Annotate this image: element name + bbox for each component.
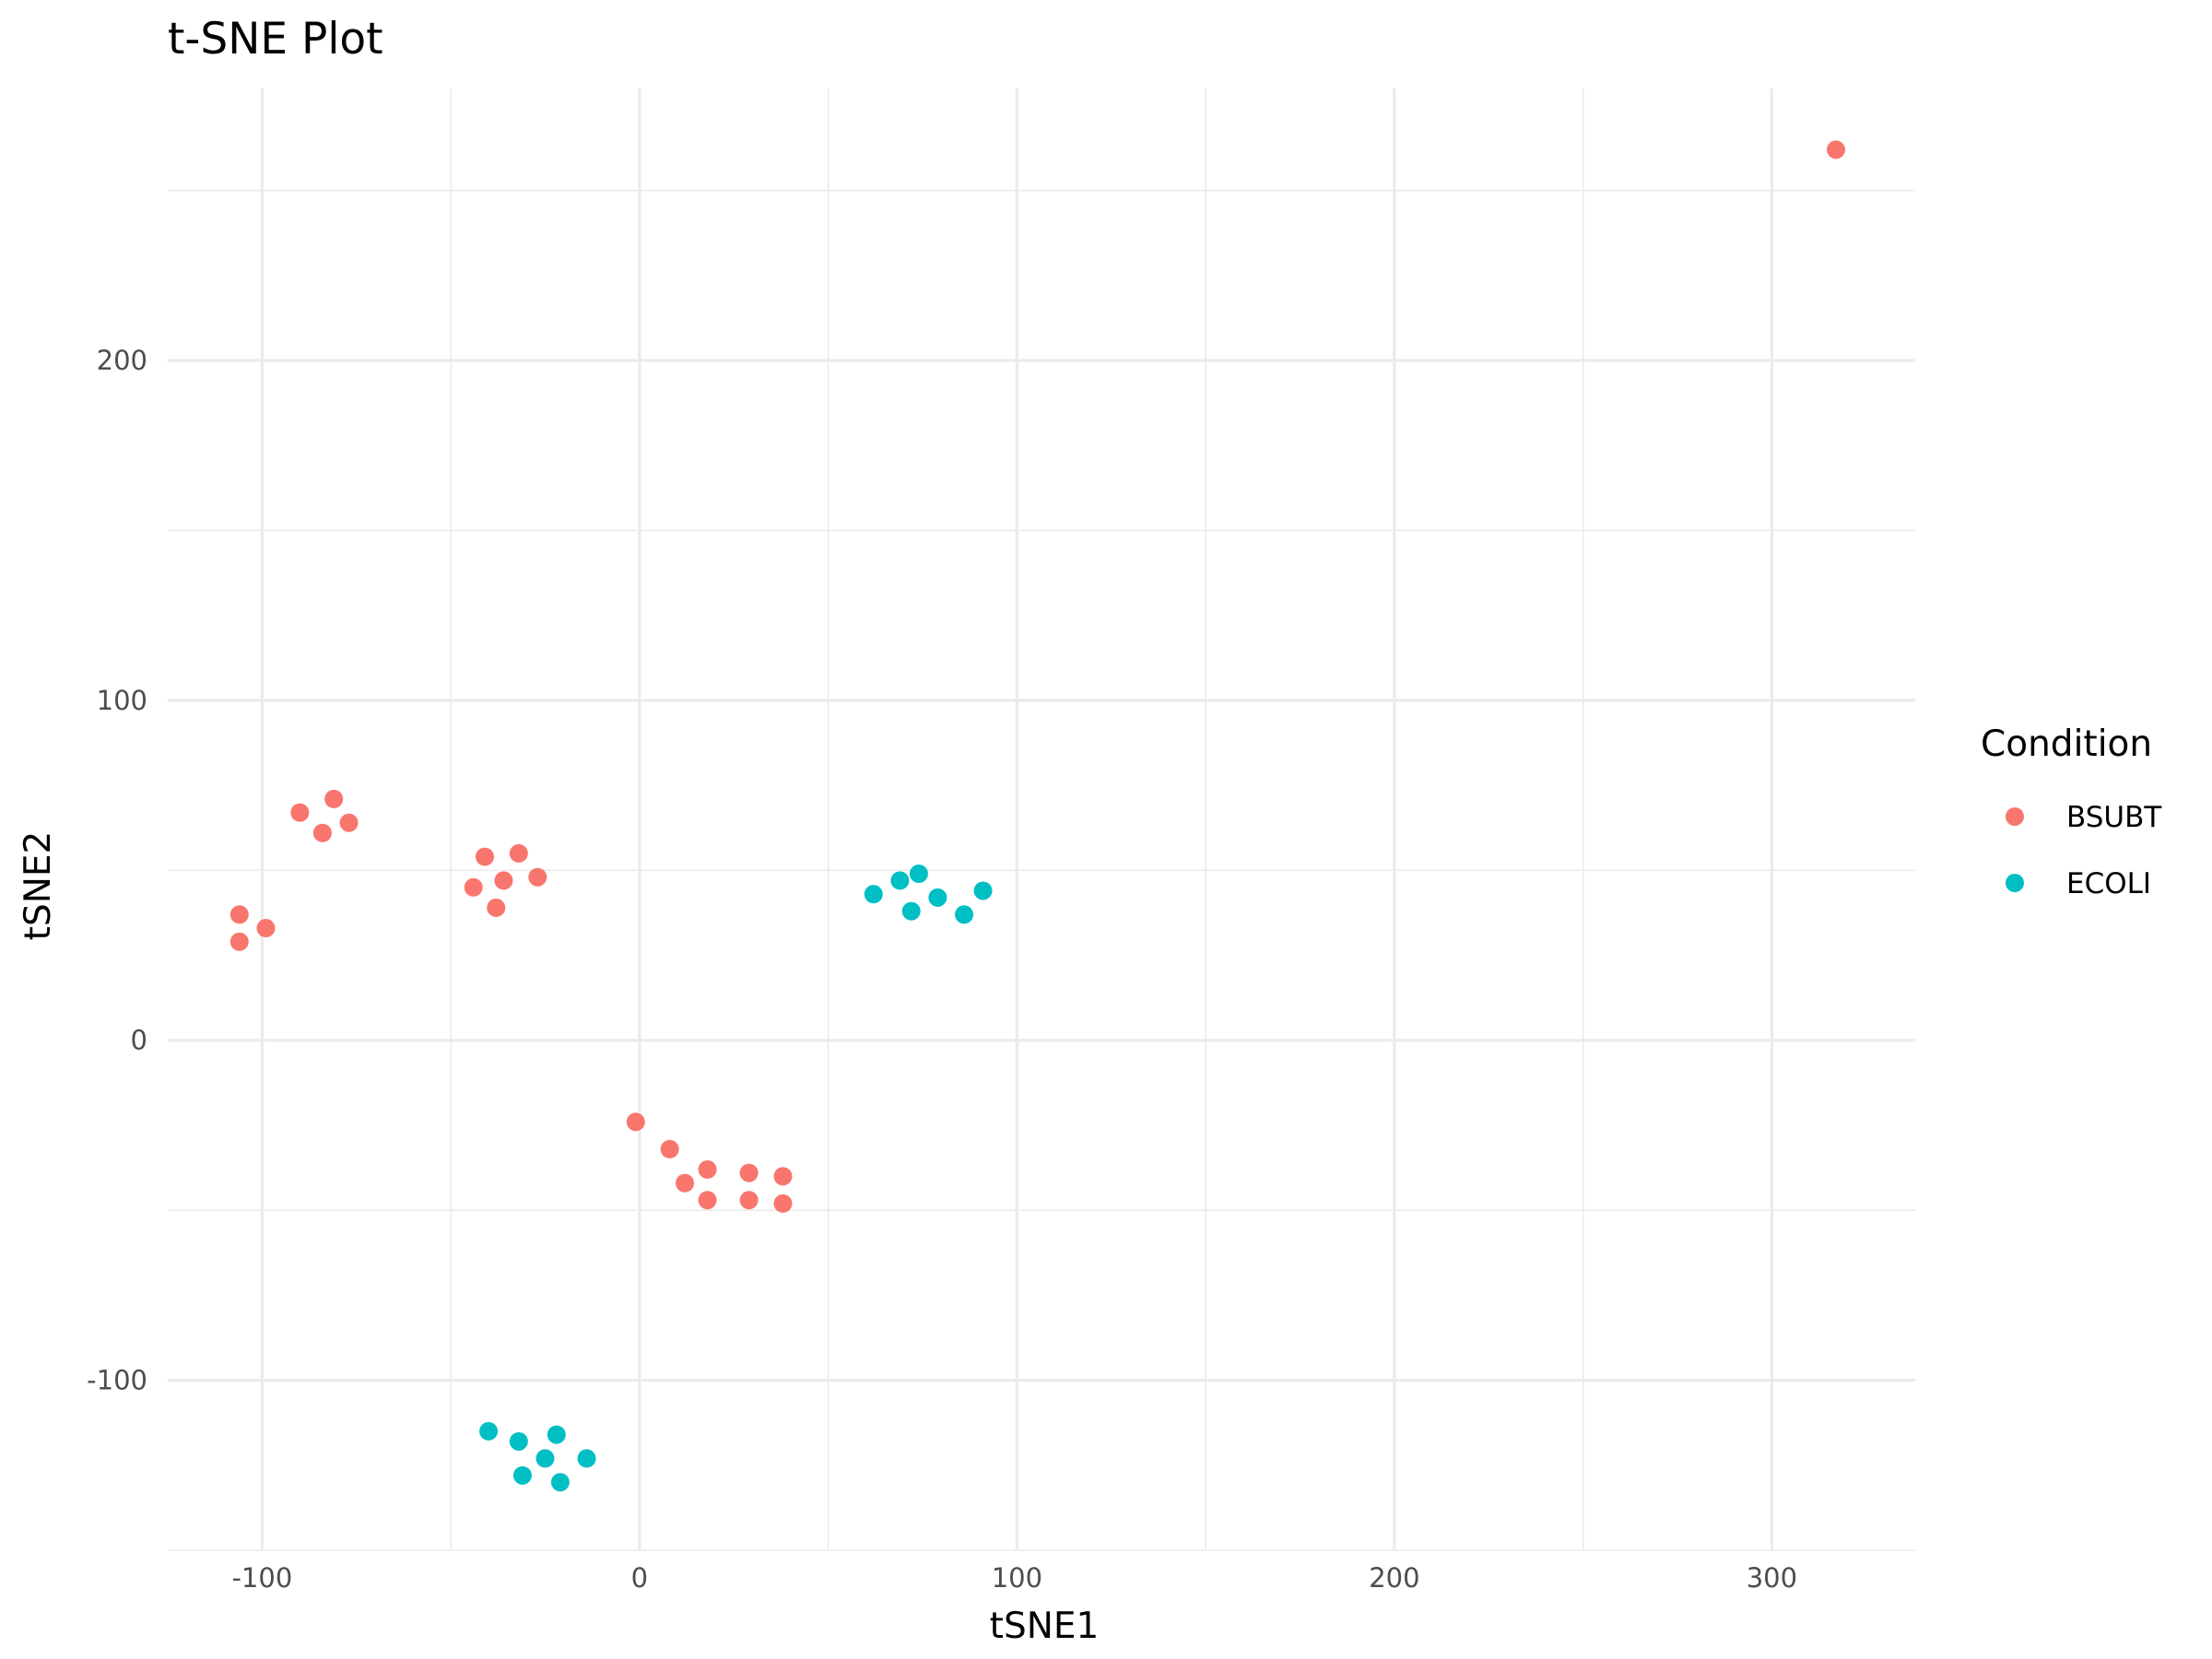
point-ecoli <box>973 881 993 900</box>
x-axis-tick-labels: -100 0 100 200 300 <box>231 1562 1797 1594</box>
x-tick-label: 0 <box>631 1562 648 1594</box>
point-bsubt <box>487 898 506 917</box>
data-points <box>229 140 1846 1492</box>
point-ecoli <box>479 1421 499 1441</box>
point-bsubt <box>290 803 310 822</box>
y-tick-label: 100 <box>97 685 147 716</box>
x-tick-label: 300 <box>1747 1562 1797 1594</box>
point-bsubt <box>509 843 528 863</box>
point-bsubt <box>312 823 332 842</box>
point-bsubt <box>1827 140 1846 159</box>
legend-label-ecoli: ECOLI <box>2066 867 2151 900</box>
point-ecoli <box>864 885 883 904</box>
x-axis-title: tSNE1 <box>990 1606 1100 1647</box>
point-bsubt <box>698 1159 717 1179</box>
point-bsubt <box>676 1173 695 1193</box>
point-bsubt <box>660 1139 679 1159</box>
major-gridlines <box>168 88 1915 1550</box>
x-tick-label: -100 <box>231 1562 292 1594</box>
point-bsubt <box>528 867 547 887</box>
point-bsubt <box>256 919 276 938</box>
point-bsubt <box>324 789 344 808</box>
point-ecoli <box>512 1465 532 1485</box>
y-tick-label: 0 <box>131 1025 147 1056</box>
point-ecoli <box>550 1473 570 1492</box>
legend-key-ecoli <box>2006 874 2024 892</box>
legend-label-bsubt: BSUBT <box>2066 801 2162 834</box>
point-bsubt <box>494 871 513 890</box>
y-tick-label: -100 <box>87 1365 147 1396</box>
point-ecoli <box>928 888 947 907</box>
point-ecoli <box>909 865 928 884</box>
point-bsubt <box>773 1194 793 1213</box>
point-ecoli <box>890 871 910 890</box>
minor-gridlines <box>168 88 1915 1551</box>
point-bsubt <box>464 877 483 897</box>
point-ecoli <box>547 1425 566 1444</box>
point-bsubt <box>698 1191 717 1210</box>
point-bsubt <box>773 1167 793 1186</box>
y-axis-tick-labels: -100 0 100 200 <box>87 345 147 1396</box>
point-bsubt <box>475 847 494 866</box>
point-ecoli <box>577 1449 596 1468</box>
legend-title: Condition <box>1981 724 2152 765</box>
point-ecoli <box>535 1449 555 1468</box>
point-ecoli <box>955 905 974 924</box>
y-axis-title: tSNE2 <box>18 831 59 941</box>
point-bsubt <box>739 1191 759 1210</box>
point-bsubt <box>229 905 249 924</box>
point-ecoli <box>509 1431 528 1451</box>
legend: Condition BSUBT ECOLI <box>1981 724 2162 900</box>
x-tick-label: 200 <box>1369 1562 1419 1594</box>
point-bsubt <box>229 932 249 951</box>
point-ecoli <box>901 901 921 921</box>
legend-key-bsubt <box>2006 807 2024 826</box>
y-tick-label: 200 <box>97 345 147 376</box>
x-tick-label: 100 <box>992 1562 1042 1594</box>
point-bsubt <box>626 1112 645 1132</box>
point-bsubt <box>339 813 359 832</box>
point-bsubt <box>739 1163 759 1182</box>
chart-title: t-SNE Plot <box>168 14 383 65</box>
legend-items: BSUBT ECOLI <box>2006 801 2162 900</box>
